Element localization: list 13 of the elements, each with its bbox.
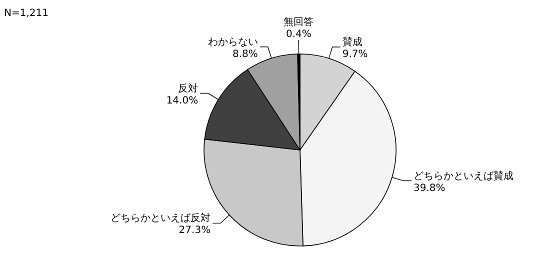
data-label: 39.8% [414, 182, 446, 194]
slice-label: わからない [208, 36, 258, 48]
data-label: 9.7% [342, 48, 368, 60]
slice-label: 無回答 [284, 16, 314, 28]
slice-label: どちらかといえば賛成 [414, 170, 514, 182]
data-label: 0.4% [286, 29, 312, 40]
slice-label: どちらかといえば反対 [110, 212, 211, 224]
text: N=1,211 [4, 8, 48, 19]
slice-label: 反対 [178, 82, 198, 94]
data-label: 8.8% [232, 48, 258, 60]
data-label: 14.0% [166, 95, 198, 106]
data-label: 27.3% [178, 225, 211, 236]
slice-label: 賛成 [342, 36, 362, 48]
